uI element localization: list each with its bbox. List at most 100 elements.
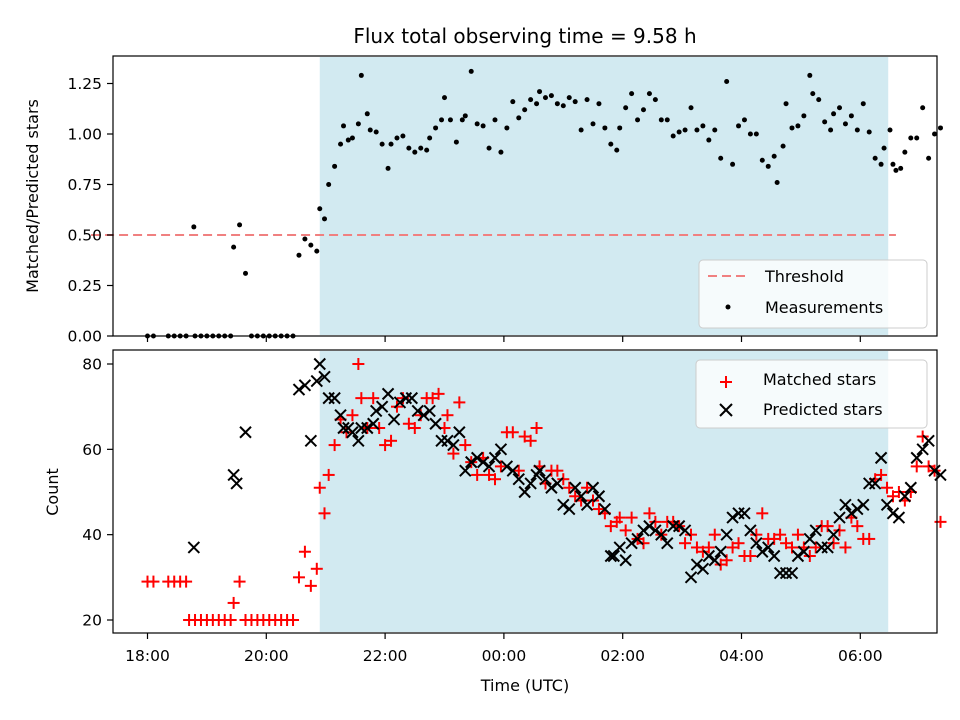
predicted-star-point [227, 468, 240, 482]
y-tick-label: 80 [82, 356, 102, 374]
matched-star-point [833, 524, 846, 537]
y-tick-label: 0.50 [67, 227, 102, 245]
count-panel-frame [112, 349, 938, 634]
matched-star-point [679, 537, 692, 550]
measurement-point [349, 135, 355, 141]
measurement-point [453, 139, 459, 145]
measurement-point [774, 179, 780, 185]
count-legend: Matched stars Predicted stars [695, 359, 928, 429]
measurement-point [914, 135, 920, 141]
measurement-point [548, 93, 554, 99]
predicted-star-point [518, 485, 531, 499]
threshold-legend-label: Threshold [764, 267, 844, 286]
predicted-star-point [352, 434, 365, 448]
predicted-star-point [904, 481, 917, 494]
matched-star-point [756, 507, 769, 520]
measurement-point [926, 155, 932, 161]
matched-star-point [328, 439, 341, 452]
predicted-star-point [369, 404, 383, 418]
ratio-x-ticks [146, 336, 861, 342]
measurement-point [462, 113, 468, 119]
measurement-point [439, 117, 445, 123]
measurement-point [373, 129, 379, 135]
matched-star-point [488, 473, 501, 486]
measurement-point [231, 244, 237, 250]
measurement-point [902, 149, 908, 155]
predicted-star-point [367, 417, 380, 430]
predicted-star-point [574, 490, 588, 503]
measurement-point [700, 123, 706, 129]
predicted-star-point [833, 511, 846, 524]
measurement-point [596, 101, 602, 107]
matched-star-point [453, 396, 466, 409]
measurement-point [759, 157, 765, 163]
measurements-legend-swatch [725, 304, 731, 310]
measurement-point [718, 155, 724, 161]
measurement-point [860, 101, 866, 107]
predicted-star-point [714, 545, 727, 558]
predicted-star-point [441, 434, 454, 448]
chart-title: Flux total observing time = 9.58 h [353, 24, 696, 48]
measurement-point [554, 101, 560, 107]
predicted-star-point [857, 498, 870, 512]
predicted-star-point [696, 562, 710, 576]
matched-star-point [881, 481, 894, 494]
matched-star-point [355, 392, 368, 405]
matched-star-point [227, 596, 240, 609]
matched-star-point [459, 439, 472, 452]
measurement-point [887, 127, 893, 133]
measurement-point [795, 123, 801, 129]
measurement-point [459, 117, 465, 123]
predicted-star-point [750, 536, 763, 550]
measurement-point [736, 123, 742, 129]
predicted-star-point [928, 464, 941, 477]
matched-stars-series [141, 358, 947, 626]
predicted-star-point [328, 391, 341, 405]
measurement-point [816, 97, 822, 103]
matched-star-point [619, 524, 632, 537]
matched-star-point [557, 473, 570, 486]
predicted-star-point [292, 383, 306, 396]
measurement-point [932, 131, 938, 137]
measurement-point [358, 72, 364, 78]
measurement-point [474, 121, 480, 127]
matched-star-point [649, 515, 662, 528]
measurement-point [528, 97, 534, 103]
measurement-point [537, 89, 543, 95]
matched-star-point [744, 550, 757, 562]
predicted-star-point [586, 481, 600, 494]
measurement-point [617, 125, 623, 131]
measurement-point [730, 161, 736, 167]
measurement-point [510, 99, 516, 105]
matched-star-point [530, 422, 543, 434]
matched-star-point [524, 434, 537, 447]
predicted-star-point [429, 417, 442, 430]
predicted-star-point [337, 421, 350, 435]
predicted-star-point [361, 421, 374, 435]
matched-star-point [643, 507, 656, 520]
matched-star-point [313, 481, 326, 494]
measurement-point [492, 117, 498, 123]
matched-star-point [432, 387, 445, 400]
predicted-star-point [453, 426, 466, 439]
measurement-point [560, 103, 566, 109]
predicted-star-point [580, 498, 594, 512]
matched-star-point [750, 528, 763, 541]
predicted-star-point [708, 554, 721, 567]
ratio-panel-frame [112, 55, 938, 337]
predicted-star-point [533, 464, 546, 477]
predicted-star-point [625, 536, 638, 550]
x-tick-label: 06:00 [838, 647, 883, 665]
predicted-star-point [744, 524, 757, 537]
predicted-star-point [762, 541, 775, 554]
matched-star-point [373, 422, 386, 434]
predicted-star-point [313, 357, 326, 371]
y-tick-label: 1.00 [67, 126, 102, 144]
matched-star-point [827, 537, 840, 550]
y-tick-label: 60 [82, 441, 102, 459]
measurement-point [866, 129, 872, 135]
x-tick-label: 00:00 [482, 647, 527, 665]
measurement-point [878, 161, 884, 167]
measurement-point [442, 95, 447, 101]
ratio-legend-box [698, 259, 928, 329]
